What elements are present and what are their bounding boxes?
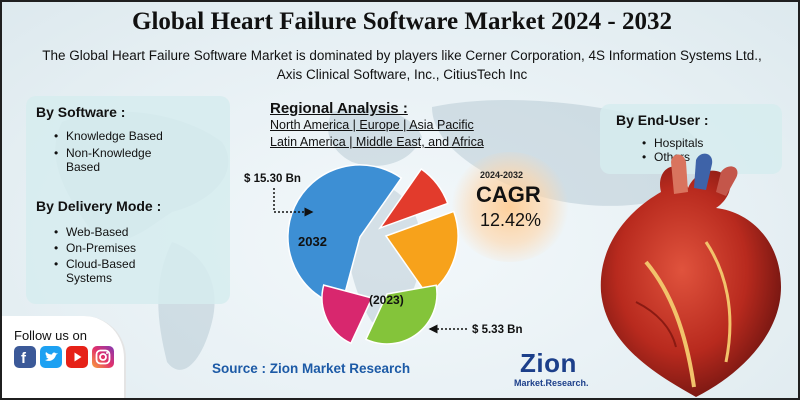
delivery-mode-item: Web-Based	[52, 225, 172, 239]
cagr-value: 12.42%	[480, 210, 542, 230]
pie-slice-2032	[378, 167, 449, 230]
segments-card-left: By Software : Knowledge Based Non-Knowle…	[26, 96, 230, 304]
svg-text:f: f	[21, 350, 27, 367]
regional-line-2: Latin America | Middle East, and Africa	[270, 135, 484, 149]
by-delivery-mode-heading: By Delivery Mode :	[36, 198, 162, 214]
end-user-item: Hospitals	[640, 136, 703, 150]
youtube-icon[interactable]	[66, 346, 88, 368]
pie-2023	[321, 284, 438, 345]
pie-slice-2032	[287, 164, 403, 308]
by-software-heading: By Software :	[36, 104, 126, 120]
pie-label-2023: (2023)	[369, 293, 404, 307]
software-item: Non-Knowledge Based	[52, 146, 172, 174]
cagr-period: 2024-2032	[480, 170, 524, 180]
regional-analysis-title: Regional Analysis :	[270, 100, 408, 117]
instagram-icon[interactable]	[92, 346, 114, 368]
page-subtitle: The Global Heart Failure Software Market…	[42, 48, 762, 82]
pie-slice-2023	[321, 284, 374, 345]
value-label-2032: $ 15.30 Bn	[244, 173, 301, 185]
software-list: Knowledge Based Non-Knowledge Based	[52, 129, 172, 177]
facebook-icon[interactable]: f	[14, 346, 36, 368]
heart-illustration	[600, 153, 781, 397]
value-label-2023: $ 5.33 Bn	[472, 324, 523, 336]
twitter-icon[interactable]	[40, 346, 62, 368]
source-credit: Source : Zion Market Research	[212, 361, 411, 376]
page-title: Global Heart Failure Software Market 202…	[132, 8, 672, 35]
pie-label-2032: 2032	[298, 234, 327, 249]
segments-card-right: By End-User : Hospitals Others	[600, 104, 782, 174]
pie-2032	[287, 164, 459, 308]
zion-logo: Zion	[520, 348, 577, 378]
delivery-mode-item: Cloud-Based Systems	[52, 257, 172, 285]
by-end-user-heading: By End-User :	[616, 112, 709, 128]
regional-line-1: North America | Europe | Asia Pacific	[270, 118, 474, 132]
follow-us-label: Follow us on	[14, 328, 87, 343]
zion-logo-subtitle: Market.Research.	[514, 378, 589, 388]
callout-arrow-2032	[273, 188, 314, 217]
end-user-list: Hospitals Others	[640, 136, 703, 164]
delivery-mode-list: Web-Based On-Premises Cloud-Based System…	[52, 225, 172, 287]
cagr-glow	[450, 152, 570, 262]
pie-slice-2023	[364, 284, 438, 345]
cagr-label: CAGR	[476, 182, 541, 207]
delivery-mode-item: On-Premises	[52, 241, 172, 255]
pie-slice-2032	[384, 210, 459, 297]
software-item: Knowledge Based	[52, 129, 172, 143]
